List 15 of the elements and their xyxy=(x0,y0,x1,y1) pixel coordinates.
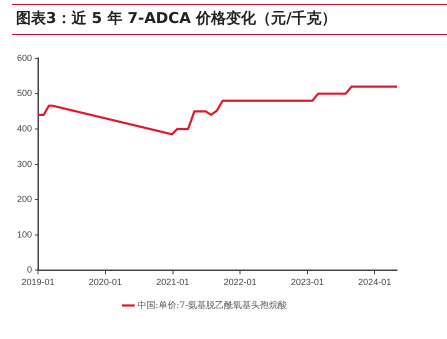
x-tick-label: 2024-01 xyxy=(358,277,392,288)
y-tick-label: 200 xyxy=(16,194,32,204)
y-tick-label: 600 xyxy=(16,52,32,63)
y-tick-label: 100 xyxy=(16,229,32,240)
y-tick-label: 300 xyxy=(16,158,32,169)
x-tick-label: 2020-01 xyxy=(88,277,122,288)
y-tick-label: 500 xyxy=(16,88,32,98)
chart-title: 图表3：近 5 年 7-ADCA 价格变化（元/千克） xyxy=(16,9,337,28)
x-tick-label: 2023-01 xyxy=(290,277,324,288)
x-tick-label: 2021-01 xyxy=(156,277,190,288)
y-tick-label: 400 xyxy=(16,123,32,134)
x-tick-label: 2019-01 xyxy=(22,277,55,288)
y-tick-label: 0 xyxy=(27,264,32,275)
legend-label: 中国:单价:7-氨基脱乙酰氧基头孢烷酸 xyxy=(137,300,288,311)
x-tick-label: 2022-01 xyxy=(224,277,257,288)
